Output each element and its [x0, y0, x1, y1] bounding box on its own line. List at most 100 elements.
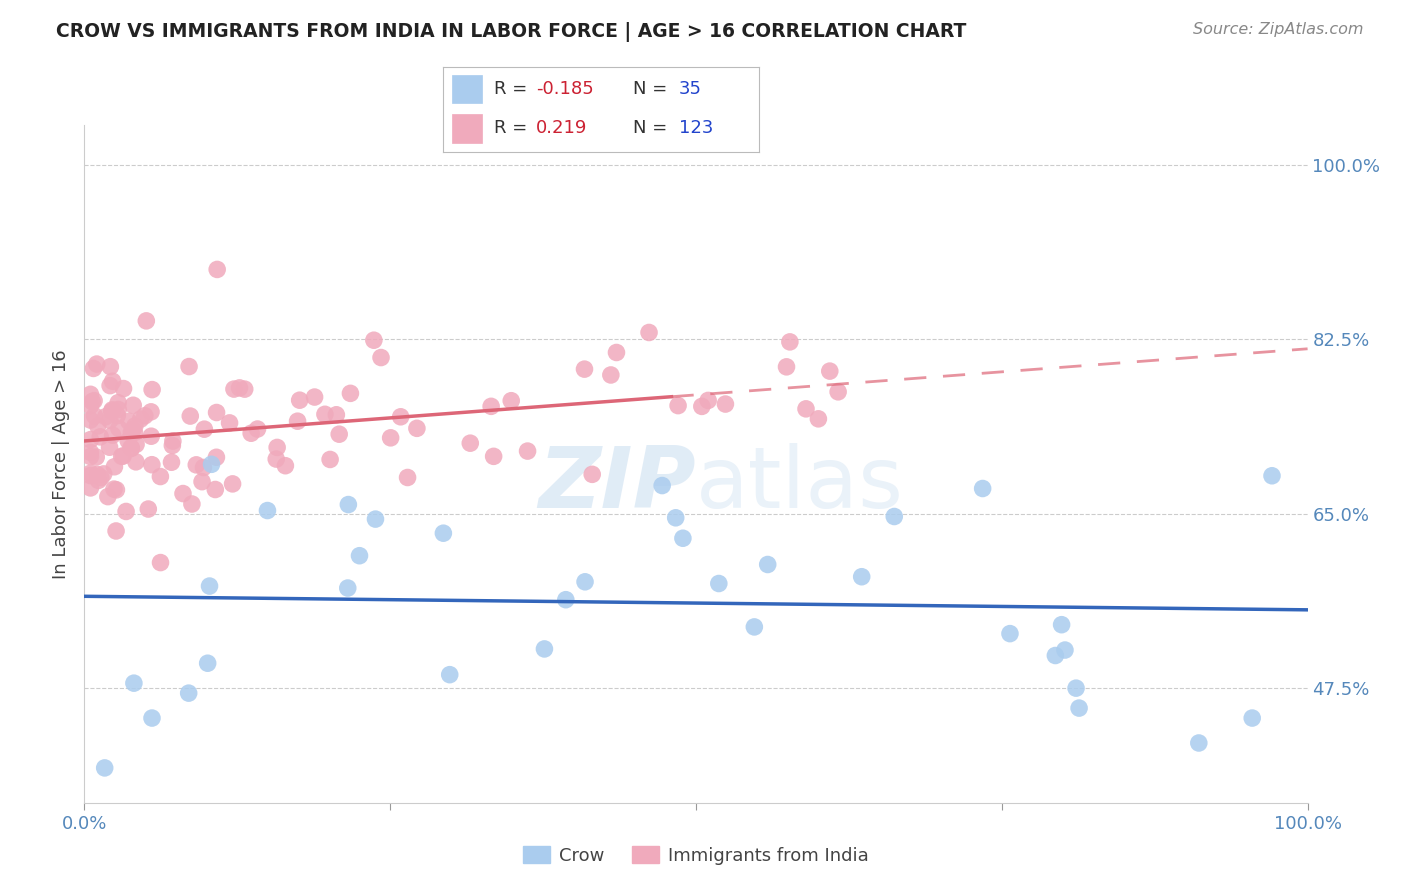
Point: [112, 449, 135, 463]
Point: [240, 426, 263, 441]
Point: [97, 490, 120, 504]
Point: [115, 504, 138, 518]
Point: [179, 409, 201, 423]
Point: [198, 579, 221, 593]
Point: [141, 429, 163, 443]
Point: [1241, 711, 1264, 725]
Point: [205, 450, 228, 465]
Point: [93, 761, 115, 775]
Point: [380, 431, 402, 445]
Point: [136, 502, 159, 516]
Point: [84, 450, 107, 464]
Point: [193, 422, 215, 436]
Point: [274, 458, 297, 473]
Point: [172, 486, 194, 500]
Point: [98, 413, 121, 427]
Point: [665, 510, 688, 524]
Point: [149, 469, 172, 483]
Point: [256, 503, 278, 517]
Point: [998, 626, 1021, 640]
Point: [79, 387, 101, 401]
Point: [246, 422, 269, 436]
Point: [83, 393, 105, 408]
Point: [82, 361, 104, 376]
Point: [204, 483, 226, 497]
Text: ZIP: ZIP: [538, 442, 696, 525]
Point: [336, 581, 359, 595]
Point: [111, 450, 134, 464]
Point: [86, 357, 108, 371]
Point: [370, 351, 392, 365]
Point: [690, 400, 713, 414]
Point: [129, 412, 152, 426]
Point: [482, 450, 505, 464]
Point: [807, 412, 830, 426]
Point: [533, 642, 555, 657]
Point: [87, 474, 110, 488]
Point: [82, 394, 104, 409]
Text: 123: 123: [679, 119, 713, 136]
Point: [714, 397, 737, 411]
Point: [501, 393, 523, 408]
Point: [197, 657, 219, 671]
Point: [120, 442, 142, 456]
Point: [186, 458, 208, 472]
Point: [287, 414, 309, 428]
Point: [180, 497, 202, 511]
Point: [339, 386, 361, 401]
Point: [162, 438, 184, 452]
Point: [304, 390, 326, 404]
Point: [574, 362, 596, 376]
Point: [775, 359, 797, 374]
Point: [883, 509, 905, 524]
Point: [120, 441, 142, 455]
Point: [389, 409, 412, 424]
Text: 35: 35: [679, 80, 702, 98]
Point: [121, 423, 143, 437]
Y-axis label: In Labor Force | Age > 16: In Labor Force | Age > 16: [52, 349, 70, 579]
Point: [1064, 681, 1087, 695]
Point: [79, 468, 101, 483]
Point: [439, 667, 461, 681]
Point: [134, 409, 156, 423]
Point: [141, 458, 163, 472]
Point: [363, 333, 385, 347]
Point: [79, 467, 101, 481]
Point: [105, 409, 128, 423]
Point: [98, 378, 121, 392]
Point: [516, 444, 538, 458]
Point: [697, 393, 720, 408]
Point: [98, 440, 121, 454]
Point: [827, 384, 849, 399]
Point: [744, 620, 766, 634]
Point: [79, 445, 101, 459]
Point: [200, 458, 222, 472]
Point: [120, 425, 142, 440]
Text: 0.219: 0.219: [536, 119, 588, 136]
Point: [1188, 736, 1211, 750]
Point: [117, 434, 139, 448]
Point: [100, 359, 122, 374]
Point: [177, 686, 200, 700]
Point: [337, 498, 360, 512]
Point: [325, 408, 347, 422]
Point: [672, 531, 695, 545]
Point: [83, 409, 105, 423]
Point: [221, 476, 243, 491]
Point: [638, 326, 661, 340]
Point: [432, 526, 454, 541]
Point: [756, 558, 779, 572]
Point: [1045, 648, 1067, 663]
Point: [406, 421, 429, 435]
Bar: [453, 75, 482, 103]
Point: [319, 452, 342, 467]
Text: N =: N =: [633, 119, 672, 136]
Point: [1261, 468, 1284, 483]
Point: [599, 368, 621, 382]
Point: [458, 436, 481, 450]
Text: R =: R =: [494, 119, 533, 136]
Point: [396, 470, 419, 484]
Point: [79, 481, 101, 495]
Point: [122, 676, 145, 690]
Point: [79, 450, 101, 464]
